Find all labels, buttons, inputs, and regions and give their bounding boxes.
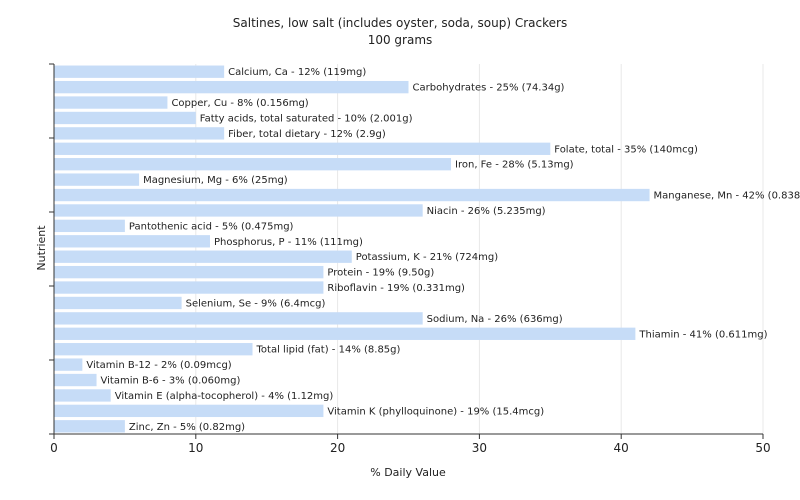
bar-label: Vitamin E (alpha-tocopherol) - 4% (1.12m… [115, 391, 334, 402]
bar-label: Total lipid (fat) - 14% (8.85g) [256, 345, 401, 356]
bar [54, 235, 210, 248]
bar-label: Sodium, Na - 26% (636mg) [427, 314, 563, 325]
bar-label: Protein - 19% (9.50g) [327, 268, 434, 279]
bar-label: Phosphorus, P - 11% (111mg) [214, 237, 363, 248]
bar [54, 80, 409, 94]
bar-label: Fatty acids, total saturated - 10% (2.00… [200, 113, 413, 124]
bar [54, 250, 352, 263]
bar-label: Vitamin B-12 - 2% (0.09mcg) [86, 360, 231, 371]
bar [54, 343, 253, 356]
bar [54, 327, 636, 340]
bar [54, 373, 97, 387]
bar-label: Potassium, K - 21% (724mg) [356, 252, 498, 263]
bar [54, 142, 551, 155]
bar [54, 111, 196, 125]
x-tick-label: 50 [755, 441, 770, 455]
bar-label: Iron, Fe - 28% (5.13mg) [455, 160, 574, 171]
bar-label: Riboflavin - 19% (0.331mg) [327, 283, 465, 294]
x-tick-label: 20 [330, 441, 345, 455]
bar [54, 188, 650, 202]
bar-label: Zinc, Zn - 5% (0.82mg) [129, 422, 245, 433]
bar [54, 312, 423, 325]
bar-label: Copper, Cu - 8% (0.156mg) [171, 98, 308, 109]
bar [54, 404, 324, 418]
x-axis-label: % Daily Value [370, 466, 446, 479]
bar-label: Manganese, Mn - 42% (0.838mg) [654, 191, 800, 202]
axes: 0 10 20 30 40 50 [49, 63, 771, 455]
bar-label: Fiber, total dietary - 12% (2.9g) [228, 129, 386, 140]
bar [54, 158, 452, 171]
bar [54, 358, 83, 371]
bar-label: Selenium, Se - 9% (6.4mcg) [186, 298, 326, 309]
bar-label: Niacin - 26% (5.235mg) [427, 206, 546, 217]
bar [54, 265, 324, 279]
bar-label: Vitamin B-6 - 3% (0.060mg) [101, 376, 241, 387]
bar [54, 219, 125, 233]
bar [54, 96, 168, 109]
bar [54, 420, 125, 433]
bar [54, 389, 111, 402]
chart-title: Saltines, low salt (includes oyster, sod… [233, 16, 567, 30]
bar [54, 281, 324, 294]
y-axis-label: Nutrient [35, 225, 48, 271]
bar-label: Folate, total - 35% (140mcg) [554, 144, 698, 155]
x-tick-label: 10 [188, 441, 203, 455]
x-tick-label: 30 [472, 441, 487, 455]
bar-label: Carbohydrates - 25% (74.34g) [413, 83, 565, 94]
x-tick-label: 0 [50, 441, 58, 455]
x-tick-label: 40 [614, 441, 629, 455]
bar [54, 204, 423, 217]
bar-label: Magnesium, Mg - 6% (25mg) [143, 175, 288, 186]
bar [54, 65, 225, 78]
bar [54, 173, 140, 186]
gridlines [195, 64, 764, 434]
chart-subtitle: 100 grams [368, 33, 433, 47]
bars [54, 65, 650, 433]
bar [54, 296, 182, 310]
bar [54, 127, 225, 140]
bar-label: Calcium, Ca - 12% (119mg) [228, 67, 366, 78]
bar-label: Pantothenic acid - 5% (0.475mg) [129, 221, 294, 232]
bar-labels: Calcium, Ca - 12% (119mg) Carbohydrates -… [86, 67, 800, 433]
bar-label: Vitamin K (phylloquinone) - 19% (15.4mcg… [327, 406, 544, 417]
bar-label: Thiamin - 41% (0.611mg) [638, 329, 767, 340]
